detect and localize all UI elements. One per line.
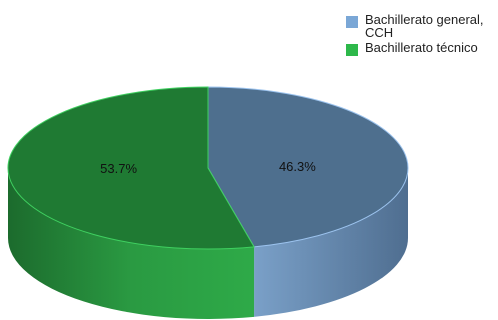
legend-item-general: Bachillerato general, CCH <box>346 13 498 39</box>
pie-tops <box>7 86 409 250</box>
pie-sides <box>8 168 408 319</box>
pie-side-general <box>254 168 408 317</box>
legend-swatch-tecnico <box>346 44 358 56</box>
pie-label-general: 46.3% <box>279 159 316 174</box>
pie-label-tecnico: 53.7% <box>100 161 137 176</box>
chart-legend: Bachillerato general, CCH Bachillerato t… <box>346 13 498 58</box>
pie-side-tecnico <box>8 168 255 319</box>
legend-label-tecnico: Bachillerato técnico <box>365 40 478 55</box>
pie-slice-general <box>207 86 409 248</box>
pie-data-labels: 46.3% 53.7% <box>100 159 316 176</box>
legend-label-general: Bachillerato general, CCH <box>365 12 484 40</box>
legend-swatch-general <box>346 16 358 28</box>
pie-slice-tecnico <box>7 86 255 250</box>
legend-item-tecnico: Bachillerato técnico <box>346 41 498 56</box>
